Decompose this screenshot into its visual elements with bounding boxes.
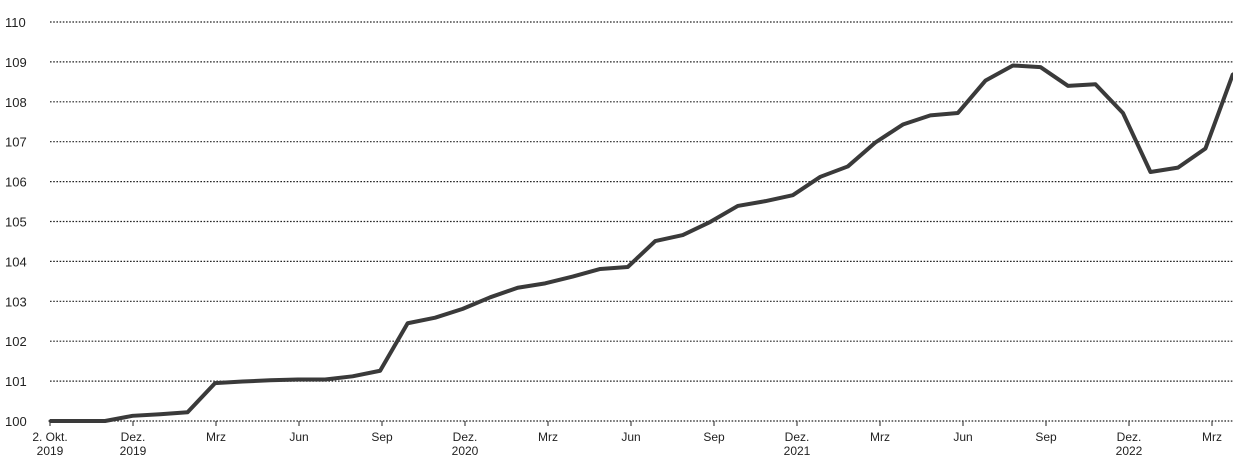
data-point: [708, 220, 712, 224]
data-point: [681, 233, 685, 237]
data-point: [1121, 111, 1125, 115]
y-tick-label: 107: [5, 135, 27, 150]
data-point: [543, 281, 547, 285]
x-tick-label: Dez.: [785, 430, 810, 444]
x-tick-label: Dez.: [1117, 430, 1142, 444]
y-tick-label: 101: [5, 374, 27, 389]
data-point: [901, 123, 905, 127]
y-tick-label: 104: [5, 254, 27, 269]
data-point: [598, 267, 602, 271]
y-tick-label: 102: [5, 334, 27, 349]
y-tick-labels: 100 101 102 103 104 105 106 107 108 109 110: [5, 15, 27, 429]
data-point: [488, 295, 492, 299]
x-tick-label: Dez.: [453, 430, 478, 444]
x-tick-year-label: 2021: [784, 444, 811, 457]
gridlines: [50, 21, 1233, 422]
data-point: [158, 412, 162, 416]
data-point: [406, 321, 410, 325]
data-point: [516, 286, 520, 290]
data-point: [956, 111, 960, 115]
data-point: [131, 414, 135, 418]
data-point: [433, 316, 437, 320]
data-point: [763, 199, 767, 203]
series-layer: [48, 63, 1233, 423]
data-point: [48, 419, 52, 423]
data-point: [873, 141, 877, 144]
data-point: [983, 79, 987, 83]
data-point: [76, 419, 80, 423]
data-point: [296, 378, 300, 381]
data-point: [1176, 166, 1180, 170]
data-point: [186, 410, 190, 414]
data-point: [791, 193, 795, 197]
data-point: [213, 381, 217, 385]
data-point: [1066, 84, 1070, 88]
x-tick-label: Sep: [703, 430, 725, 444]
data-point: [653, 239, 657, 243]
data-point: [103, 419, 107, 423]
data-point: [571, 275, 575, 279]
x-tick-label: Sep: [371, 430, 393, 444]
x-tick-label: Mrz: [538, 430, 558, 444]
x-tick-year-label: 2019: [120, 444, 147, 457]
y-tick-label: 100: [5, 414, 27, 429]
x-tick-label: Mrz: [1202, 430, 1222, 444]
y-tick-label: 108: [5, 95, 27, 110]
data-point: [818, 175, 822, 179]
data-point: [626, 265, 630, 269]
data-point: [846, 164, 850, 168]
x-tick-label: Jun: [953, 430, 972, 444]
data-point: [1203, 146, 1207, 150]
data-point: [1148, 170, 1152, 174]
y-tick-label: 109: [5, 55, 27, 70]
x-tick-label: Mrz: [206, 430, 226, 444]
x-tick-label: Dez.: [121, 430, 146, 444]
data-point: [1011, 63, 1015, 67]
y-tick-label: 106: [5, 175, 27, 190]
y-tick-label: 105: [5, 215, 27, 230]
data-point: [928, 113, 932, 117]
data-point: [351, 374, 355, 378]
data-point: [378, 369, 382, 373]
data-point: [461, 307, 465, 311]
data-point: [736, 204, 740, 208]
x-tick-year-label: 2020: [452, 444, 479, 457]
y-tick-label: 103: [5, 294, 27, 309]
y-tick-label: 110: [5, 15, 26, 30]
data-point: [241, 380, 245, 383]
data-point: [323, 378, 327, 381]
x-tick-label: Mrz: [870, 430, 890, 444]
x-tick-label: Jun: [621, 430, 640, 444]
series-line: [50, 63, 1233, 423]
x-tick-year-label: 2019: [37, 444, 64, 457]
data-point: [1038, 65, 1042, 69]
data-point: [268, 378, 272, 382]
x-tick-label: Jun: [289, 430, 308, 444]
x-tick-label: 2. Okt.: [32, 430, 67, 444]
x-tick-label: Sep: [1035, 430, 1057, 444]
data-point: [1093, 82, 1097, 86]
x-tick-year-label: 2022: [1116, 444, 1143, 457]
